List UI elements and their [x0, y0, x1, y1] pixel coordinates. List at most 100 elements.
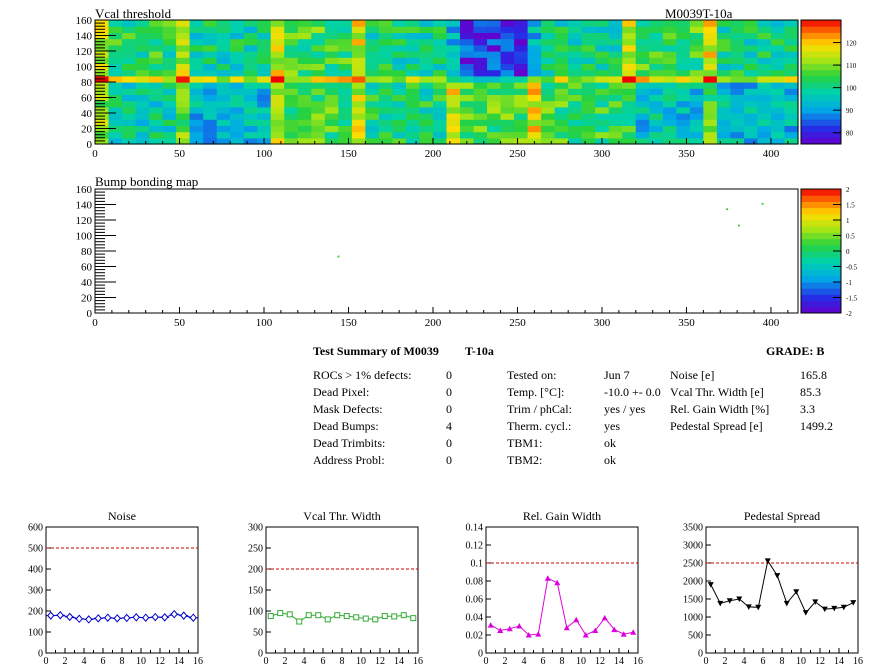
y-tick-label: 0	[87, 308, 93, 320]
heatmap-cell	[784, 63, 799, 71]
y-tick-label: 60	[81, 93, 93, 105]
data-point	[793, 589, 800, 595]
summary-value: 3.3	[800, 402, 815, 416]
heatmap-cell	[392, 26, 407, 33]
data-point	[170, 609, 178, 619]
heatmap-cell	[770, 69, 786, 77]
heatmap-cell	[392, 113, 407, 120]
heatmap-cell	[743, 82, 759, 89]
plot-gain: Rel. Gain Width 0 0.02 0.04 0.06 0.08 0.1 0.12 0…	[466, 509, 644, 667]
heatmap-cell	[460, 44, 475, 52]
heatmap-cell	[460, 106, 475, 114]
heatmap-cell	[716, 113, 731, 120]
x-tick-label: 4	[522, 656, 527, 667]
heatmap-cell	[622, 38, 637, 46]
heatmap-cell	[743, 131, 759, 139]
heatmap-cell	[257, 106, 272, 114]
heatmap-cell	[514, 100, 529, 108]
heatmap-cell	[554, 44, 569, 52]
heatmap-cell	[149, 63, 164, 71]
heatmap-cell	[487, 26, 502, 33]
data-point	[315, 612, 322, 619]
y-tick-label: 100	[76, 62, 93, 74]
heatmap-cell	[257, 88, 272, 95]
heatmap-cell	[487, 63, 502, 71]
x-tick-label: 2	[503, 656, 508, 667]
heatmap-cell	[770, 32, 786, 40]
data-point	[783, 600, 790, 607]
heatmap-cell	[311, 119, 326, 126]
heatmap-cell	[446, 38, 461, 46]
heatmap-cell	[554, 125, 569, 133]
y-tick-label: 140	[76, 200, 93, 212]
heatmap-cell	[730, 63, 745, 71]
heatmap-cell	[757, 137, 772, 145]
summary-title: Test Summary of M0039	[313, 344, 439, 358]
x-tick-label: 8	[340, 656, 345, 667]
heatmap-cell	[500, 82, 515, 89]
heatmap-cell	[743, 63, 759, 71]
heatmap-cell	[595, 38, 610, 46]
heatmap-cell	[297, 57, 312, 64]
heatmap-cell	[432, 69, 448, 77]
palette-tick-label: 1.5	[846, 202, 855, 210]
heatmap-cell	[216, 44, 231, 52]
heatmap-cell	[635, 125, 650, 133]
palette-tick-label: 0	[846, 248, 850, 256]
heatmap-cell	[446, 94, 461, 102]
data-point	[66, 612, 74, 622]
heatmap-cell	[743, 38, 759, 46]
heatmap-cell	[297, 51, 312, 58]
heatmap-cell	[149, 125, 164, 133]
y-tick-label: 2500	[683, 559, 703, 570]
heatmap-cell	[297, 20, 312, 27]
heatmap-cell	[608, 69, 623, 77]
heatmap-cell	[730, 75, 745, 83]
heatmap-cell	[149, 137, 164, 145]
heatmap-cell	[541, 63, 556, 71]
heatmap-cell	[554, 38, 569, 46]
heatmap-cell	[770, 26, 786, 33]
summary-label: Rel. Gain Width [%]	[670, 402, 770, 416]
heatmap-cell	[257, 82, 272, 89]
y-tick-label: 3500	[683, 523, 703, 534]
y-tick-label: 1500	[683, 595, 703, 606]
heatmap-cell	[446, 20, 461, 27]
heatmap-cell	[662, 44, 677, 52]
heatmap-cell	[405, 44, 421, 52]
plot-frame	[265, 526, 419, 654]
heatmap-cell	[257, 119, 272, 126]
palette-band	[801, 88, 841, 95]
heatmap-cell	[689, 131, 704, 139]
data-point	[535, 631, 542, 637]
heatmap-cell	[608, 57, 623, 64]
heatmap-cell	[622, 100, 637, 108]
heatmap-cell	[243, 38, 258, 46]
heatmap-cell	[230, 137, 245, 145]
heatmap-cell	[162, 106, 177, 114]
heatmap-cell	[757, 32, 772, 40]
heatmap-cell	[297, 75, 312, 83]
x-tick-label: 200	[425, 148, 442, 160]
heatmap-cell	[284, 119, 299, 126]
data-point	[142, 613, 150, 622]
data-point	[362, 615, 369, 622]
heatmap-cell	[554, 75, 569, 83]
heatmap-cell	[716, 69, 731, 77]
heatmap-cell	[270, 82, 285, 89]
grade-label: GRADE: B	[766, 344, 825, 358]
heatmap-cell	[338, 69, 353, 77]
heatmap-cell	[554, 32, 569, 40]
heatmap-cell	[784, 32, 799, 40]
heatmap-cell	[541, 38, 556, 46]
heatmap-cell	[149, 26, 164, 33]
heatmap-cell	[460, 32, 475, 40]
heatmap-cell	[108, 38, 123, 46]
heatmap-cell	[108, 20, 123, 27]
plot-title: Noise	[108, 509, 136, 523]
heatmap-cell	[770, 51, 786, 58]
heatmap-cell	[649, 57, 664, 64]
heatmap-cell	[635, 38, 650, 46]
heatmap-cell	[311, 44, 326, 52]
